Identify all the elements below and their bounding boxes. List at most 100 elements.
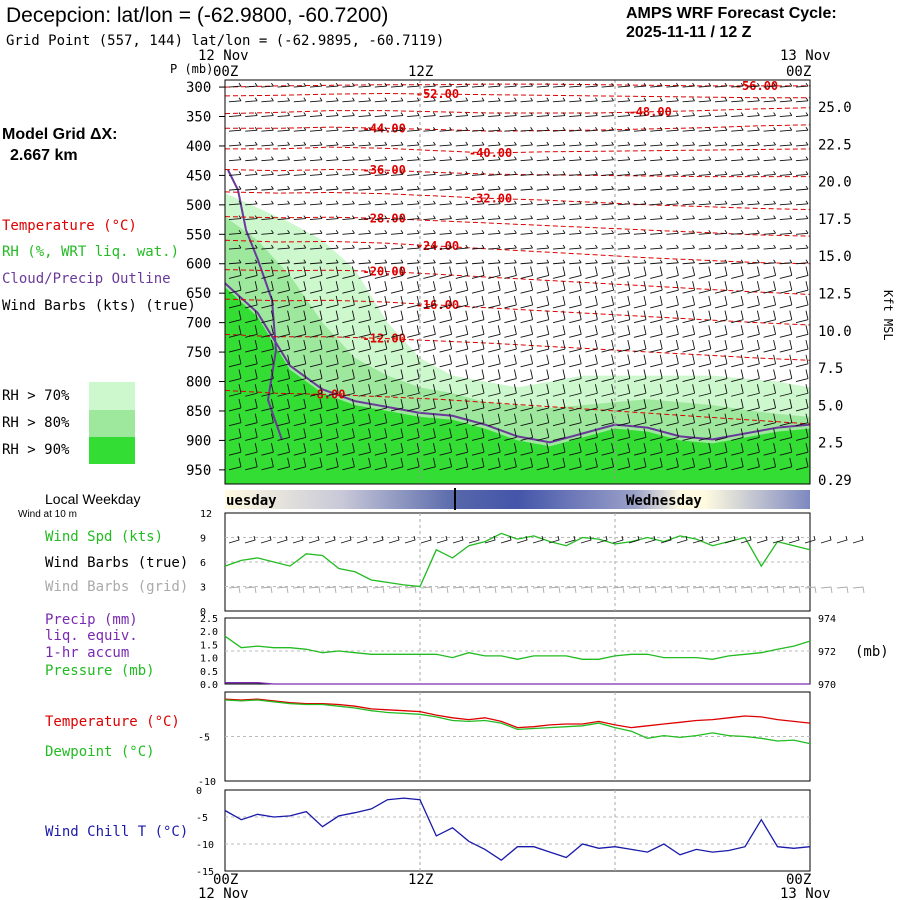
wind-barb-icon bbox=[617, 295, 631, 309]
wind-barb-icon bbox=[795, 369, 809, 382]
wind-barb-icon bbox=[228, 369, 242, 382]
wind-barb-icon bbox=[698, 428, 712, 441]
wind-barb-icon bbox=[795, 230, 809, 235]
pressure-right-tick-label: 974 bbox=[818, 614, 836, 625]
wind-barb-icon bbox=[552, 443, 566, 456]
wind-barb-icon bbox=[682, 443, 696, 456]
wind-barb-icon bbox=[261, 141, 274, 147]
wind-barb-icon bbox=[277, 384, 291, 397]
wind-barb-icon bbox=[520, 266, 534, 279]
wind-barb-icon bbox=[650, 354, 663, 368]
wind-barb-icon bbox=[569, 266, 582, 279]
wind-speed-line bbox=[224, 532, 811, 588]
wind-barb-icon bbox=[309, 310, 323, 324]
wind-barb-icon bbox=[245, 171, 258, 176]
rh-legend-80-label: RH > 80% bbox=[2, 415, 70, 431]
wind-barb-true-icon bbox=[692, 535, 704, 544]
wind-barb-icon bbox=[407, 112, 420, 117]
wind-barb-icon bbox=[536, 141, 550, 147]
wind-barb-icon bbox=[747, 398, 760, 412]
wind-barb-icon bbox=[228, 141, 242, 147]
wind-chill-tick-label: -5 bbox=[196, 813, 208, 824]
wind-barb-true-icon bbox=[580, 535, 592, 544]
wind-barb-icon bbox=[407, 200, 420, 206]
pressure-tick-label: 450 bbox=[186, 168, 211, 184]
wind-barb-icon bbox=[439, 230, 452, 235]
wind-barb-icon bbox=[488, 141, 501, 147]
wind-barb-icon bbox=[342, 82, 355, 88]
wind-barb-icon bbox=[504, 266, 517, 279]
wind-barb-icon bbox=[228, 428, 242, 441]
wind-barb-icon bbox=[504, 339, 517, 353]
wind-barb-icon bbox=[633, 185, 647, 191]
wind-barb-icon bbox=[488, 126, 501, 132]
wind-barb-icon bbox=[617, 230, 631, 235]
wind-barb-icon bbox=[326, 443, 339, 456]
wind-barb-icon bbox=[569, 230, 582, 235]
wind-barb-icon bbox=[423, 339, 436, 353]
isotherm-line bbox=[224, 333, 811, 361]
wind-barb-icon bbox=[763, 398, 777, 412]
legend-precip-accum: 1-hr accum bbox=[45, 645, 130, 661]
wind-barb-icon bbox=[569, 185, 582, 191]
wind-barb-icon bbox=[228, 413, 242, 427]
wind-barb-icon bbox=[569, 281, 582, 294]
wind-barb-icon bbox=[779, 215, 793, 221]
wind-barb-grid-icon bbox=[804, 586, 817, 594]
wind-barb-icon bbox=[277, 354, 291, 368]
wind-barb-grid-icon bbox=[596, 586, 609, 594]
wind-barb-icon bbox=[342, 354, 355, 368]
wind-barb-icon bbox=[666, 369, 679, 382]
wind-barb-icon bbox=[682, 171, 695, 176]
legend-dewpoint: Dewpoint (°C) bbox=[45, 744, 155, 760]
wind-barb-icon bbox=[309, 126, 323, 132]
wind-barb-icon bbox=[520, 244, 533, 250]
wind-barb-icon bbox=[342, 215, 355, 221]
wind-barb-grid-icon bbox=[660, 586, 673, 594]
wind-barb-icon bbox=[277, 325, 291, 338]
wind-barb-icon bbox=[585, 457, 598, 471]
wind-barb-icon bbox=[261, 369, 274, 382]
wind-barb-icon bbox=[390, 295, 404, 309]
pressure-right-tick-label: 972 bbox=[818, 647, 836, 658]
wind-barb-icon bbox=[633, 413, 647, 427]
wind-barb-icon bbox=[666, 97, 679, 103]
wind-barb-icon bbox=[471, 339, 485, 353]
wind-barb-icon bbox=[650, 171, 663, 176]
wind-barb-icon bbox=[585, 398, 598, 412]
height-tick-label: 12.5 bbox=[818, 287, 852, 303]
wind-barb-icon bbox=[795, 413, 809, 427]
wind-barb-icon bbox=[552, 185, 566, 191]
wind-barb-icon bbox=[520, 259, 533, 265]
wind-barb-icon bbox=[747, 325, 760, 338]
wind-barb-icon bbox=[374, 244, 388, 250]
wind-barb-icon bbox=[633, 126, 647, 132]
wind-barb-icon bbox=[779, 126, 793, 132]
isotherm-label: -24.00 bbox=[416, 239, 459, 253]
top-time-tick: 00Z bbox=[786, 64, 811, 80]
wind-barb-icon bbox=[763, 443, 777, 456]
wind-barb-icon bbox=[326, 457, 339, 471]
wind-barb-icon bbox=[228, 112, 242, 117]
wind-barb-icon bbox=[504, 141, 517, 147]
wind-barb-icon bbox=[455, 369, 469, 382]
wind-barb-icon bbox=[228, 156, 242, 162]
wind-barb-icon bbox=[552, 244, 566, 250]
wind-barb-icon bbox=[326, 259, 339, 265]
pressure-tick-label: 350 bbox=[186, 110, 211, 126]
wind-barb-icon bbox=[536, 112, 550, 117]
wind-barb-true-icon bbox=[484, 535, 496, 544]
wind-barb-icon bbox=[455, 156, 469, 162]
height-tick-label: 15.0 bbox=[818, 249, 852, 265]
pressure-tick-label: 550 bbox=[186, 227, 211, 243]
wind-barb-icon bbox=[245, 443, 258, 456]
wind-barb-icon bbox=[358, 428, 372, 441]
wind-barb-icon bbox=[763, 369, 777, 382]
wind-barb-icon bbox=[617, 200, 631, 206]
wind-barb-icon bbox=[488, 244, 501, 250]
precip-tick-label: 1.0 bbox=[200, 654, 218, 665]
wind-barb-icon bbox=[698, 230, 712, 235]
wind-barb-icon bbox=[471, 325, 485, 338]
wind-barb-icon bbox=[407, 266, 420, 279]
wind-barb-icon bbox=[763, 325, 777, 338]
